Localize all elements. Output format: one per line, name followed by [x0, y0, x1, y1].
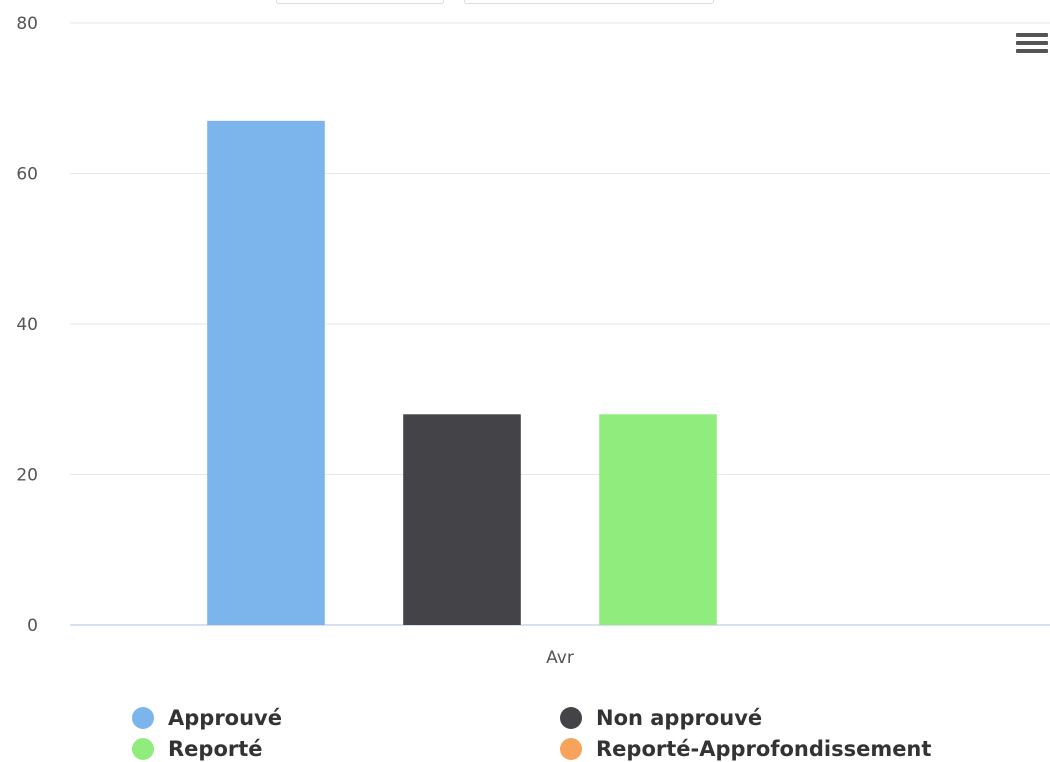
legend-item-approuve[interactable]: Approuvé: [132, 706, 282, 730]
y-tick-label: 40: [16, 315, 38, 335]
legend-marker: [560, 738, 582, 760]
legend-item-reporte[interactable]: Reporté: [132, 737, 263, 761]
y-tick-label: 0: [27, 616, 38, 636]
legend-label: Approuvé: [168, 706, 282, 730]
hamburger-menu-icon[interactable]: [1016, 33, 1048, 59]
legend-label: Reporté: [168, 737, 263, 761]
legend-label: Non approuvé: [596, 706, 763, 730]
bar-chart-plot: 0 20 40 60 80 Avr: [16, 14, 1050, 668]
y-tick-label: 80: [16, 14, 38, 34]
top-tab-stub[interactable]: [464, 0, 714, 4]
legend-item-reporte-approfondissement[interactable]: Reporté-Approfondissement: [560, 737, 931, 761]
top-tab-stub[interactable]: [276, 0, 444, 4]
y-tick-label: 20: [16, 466, 38, 486]
bar-approuv-: [207, 120, 325, 625]
legend-marker: [132, 707, 154, 729]
bar-report-: [599, 414, 717, 625]
y-tick-label: 60: [16, 165, 38, 185]
legend-label: Reporté-Approfondissement: [596, 737, 932, 761]
x-tick-label: Avr: [546, 648, 574, 668]
legend-marker: [560, 707, 582, 729]
bar-non-approuv-: [403, 414, 521, 625]
legend-marker: [132, 738, 154, 760]
legend-item-non-approuve[interactable]: Non approuvé: [560, 706, 762, 730]
